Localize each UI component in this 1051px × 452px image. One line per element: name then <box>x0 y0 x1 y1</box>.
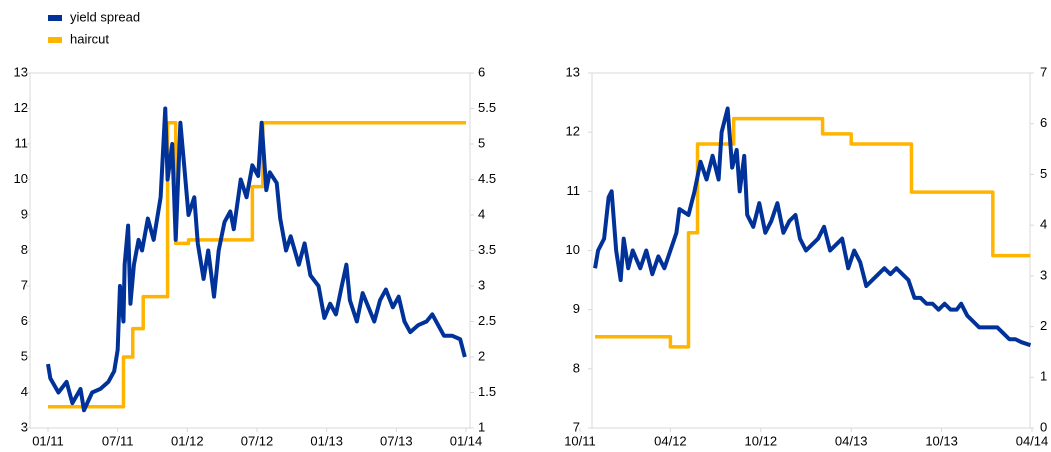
legend-label: haircut <box>70 31 109 46</box>
y2-tick-label: 5.5 <box>478 100 496 115</box>
y2-tick-label: 5 <box>478 135 485 150</box>
y-tick-label: 7 <box>21 277 28 292</box>
x-tick-label: 07/12 <box>241 433 274 448</box>
y-tick-label: 12 <box>14 100 28 115</box>
y2-tick-label: 1 <box>478 419 485 434</box>
series-line <box>48 120 466 409</box>
y2-tick-label: 7 <box>1040 64 1047 79</box>
y2-tick-label: 2 <box>478 348 485 363</box>
y2-tick-label: 4 <box>478 206 485 221</box>
y-tick-label: 7 <box>573 419 580 434</box>
y2-tick-label: 0 <box>1040 419 1047 434</box>
y-tick-label: 13 <box>14 64 28 79</box>
y-tick-label: 10 <box>566 242 580 257</box>
x-tick-label: 01/12 <box>171 433 204 448</box>
series-line <box>593 106 1032 348</box>
x-tick-label: 01/14 <box>450 433 483 448</box>
y-tick-label: 4 <box>21 384 28 399</box>
y2-tick-label: 2.5 <box>478 313 496 328</box>
x-tick-label: 07/11 <box>102 433 134 448</box>
y2-tick-label: 6 <box>478 64 485 79</box>
x-tick-label: 04/12 <box>654 433 687 448</box>
y-tick-label: 9 <box>21 206 28 221</box>
y-tick-label: 11 <box>567 183 581 198</box>
y-tick-label: 3 <box>21 419 28 434</box>
x-tick-label: 07/13 <box>380 433 413 448</box>
x-tick-label: 04/13 <box>835 433 868 448</box>
legend-swatch <box>48 15 62 21</box>
y-tick-label: 10 <box>14 171 28 186</box>
x-tick-label: 10/11 <box>564 433 596 448</box>
y2-tick-label: 2 <box>1040 318 1047 333</box>
y-tick-label: 5 <box>21 348 28 363</box>
y2-tick-label: 4.5 <box>478 171 496 186</box>
legend-swatch <box>48 37 62 43</box>
x-tick-label: 10/12 <box>745 433 778 448</box>
y-tick-label: 6 <box>21 313 28 328</box>
y-tick-label: 13 <box>566 64 580 79</box>
y2-tick-label: 5 <box>1040 166 1047 181</box>
y2-tick-label: 1.5 <box>478 384 496 399</box>
x-tick-label: 01/13 <box>310 433 343 448</box>
plot-frame <box>29 72 471 429</box>
y2-tick-label: 3 <box>478 277 485 292</box>
plot-frame <box>591 72 1031 429</box>
legend-label: yield spread <box>70 9 140 24</box>
y2-tick-label: 4 <box>1040 217 1047 232</box>
y-tick-label: 9 <box>573 301 580 316</box>
y2-tick-label: 6 <box>1040 115 1047 130</box>
y-tick-label: 8 <box>573 360 580 375</box>
y-tick-label: 8 <box>21 242 28 257</box>
y2-tick-label: 3 <box>1040 267 1047 282</box>
x-tick-label: 01/11 <box>32 433 64 448</box>
series-line <box>595 116 1031 349</box>
y-tick-label: 12 <box>566 124 580 139</box>
x-tick-label: 04/14 <box>1016 433 1049 448</box>
x-tick-label: 10/13 <box>925 433 958 448</box>
y2-tick-label: 3.5 <box>478 242 496 257</box>
y2-tick-label: 1 <box>1040 369 1047 384</box>
series-line <box>46 106 467 413</box>
y-tick-label: 11 <box>15 135 29 150</box>
